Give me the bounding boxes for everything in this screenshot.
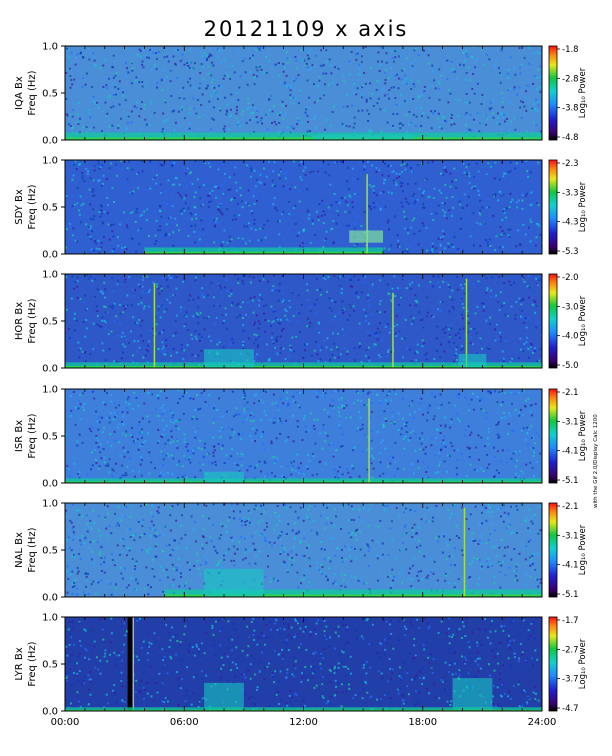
colorbar — [548, 616, 558, 712]
colorbar — [548, 502, 558, 598]
colorbar-tick-label: -2.0 — [562, 273, 579, 283]
spectrogram-background — [65, 46, 542, 140]
colorbar-tick-label: -4.1 — [562, 561, 579, 571]
colorbar — [548, 45, 558, 141]
y-tick-label: 0.0 — [42, 364, 58, 375]
colorbar-tick-label: -4.0 — [562, 332, 579, 342]
colorbar-tick-label: -4.1 — [562, 447, 579, 457]
colorbar-tick-label: -3.3 — [562, 188, 579, 198]
colorbar-tick-label: -2.1 — [562, 502, 579, 512]
data-gap-edge — [132, 617, 134, 711]
x-tick-label: 12:00 — [289, 717, 318, 728]
y-tick-label: 0.5 — [42, 89, 58, 100]
y-tick-label: 1.0 — [42, 270, 58, 281]
spectrogram-noise — [65, 617, 542, 711]
colorbar-tick-label: -3.0 — [562, 302, 579, 312]
y-tick-label: 0.0 — [42, 479, 58, 490]
panel-hor: 1.0 0.5 0.0 HOR Bx Freq (Hz) -2.0 -3.0 -4.0 -5.0… — [14, 270, 588, 375]
y-axis-label: Freq (Hz) — [27, 184, 38, 229]
y-axis-label: Freq (Hz) — [27, 298, 38, 343]
x-tick-label: 18:00 — [408, 717, 437, 728]
y-tick-label: 0.0 — [42, 593, 58, 604]
y-axis-station-label: NAL Bx — [14, 532, 25, 568]
y-tick-label: 0.0 — [42, 250, 58, 261]
low-frequency-band — [144, 247, 383, 254]
spectrogram-background — [65, 274, 542, 368]
colorbar-tick-label: -2.3 — [562, 159, 579, 169]
colorbar-tick-label: -4.7 — [562, 704, 579, 714]
colorbar-tick-label: -5.1 — [562, 590, 579, 600]
y-tick-label: 0.5 — [42, 432, 58, 443]
side-note: with the Gif 2.0/Display Calc 1200 — [593, 414, 599, 508]
x-tick-label: 24:00 — [528, 717, 557, 728]
y-tick-label: 1.0 — [42, 385, 58, 396]
colorbar-tick-label: -1.8 — [562, 45, 579, 55]
colorbar-label: Log₁₀ Power — [578, 410, 588, 461]
colorbar-tick-label: -1.7 — [562, 616, 579, 626]
panel-iqa: 1.0 0.5 0.0 IQA Bx Freq (Hz) -1.8 -2.8 -3.8 -4.8… — [14, 42, 588, 147]
panel-nal: 1.0 0.5 0.0 NAL Bx Freq (Hz) -2.1 -3.1 -4.1 -5.1… — [14, 499, 588, 604]
colorbar-label: Log₁₀ Power — [578, 67, 588, 118]
y-axis-station-label: IQA Bx — [14, 76, 25, 110]
enhancement-region — [204, 682, 244, 711]
y-axis-label: Freq (Hz) — [27, 641, 38, 686]
colorbar-tick-label: -5.0 — [562, 361, 579, 371]
panel-lyr: 1.0 0.5 0.0 LYR Bx Freq (Hz) -1.7 -2.7 -3.7 -4.7… — [14, 613, 588, 718]
colorbar-tick-label: -2.7 — [562, 645, 579, 655]
spectrogram-background — [65, 503, 542, 597]
enhancement-region — [204, 471, 244, 483]
colorbar-tick-label: -3.7 — [562, 675, 579, 685]
y-tick-label: 0.0 — [42, 136, 58, 147]
low-frequency-band — [164, 589, 542, 597]
colorbar-tick-label: -2.1 — [562, 388, 579, 398]
y-tick-label: 1.0 — [42, 613, 58, 624]
y-axis-label: Freq (Hz) — [27, 413, 38, 458]
spectrogram-background — [65, 389, 542, 483]
y-tick-label: 0.5 — [42, 203, 58, 214]
panel-isr: 1.0 0.5 0.0 ISR Bx Freq (Hz) -2.1 -3.1 -4.1 -5.1… — [14, 385, 588, 490]
colorbar — [548, 388, 558, 484]
y-tick-label: 0.5 — [42, 546, 58, 557]
enhancement-region — [204, 568, 264, 597]
data-gap — [127, 617, 134, 711]
enhancement-region — [204, 349, 254, 368]
colorbar-tick-label: -5.1 — [562, 476, 579, 486]
colorbar-tick-label: -3.1 — [562, 417, 579, 427]
enhancement-region — [452, 678, 493, 711]
spectrogram-noise — [65, 274, 542, 368]
colorbar-tick-label: -2.8 — [562, 74, 579, 84]
colorbar-label: Log₁₀ Power — [578, 638, 588, 689]
colorbar-tick-label: -5.3 — [562, 247, 579, 257]
y-tick-label: 0.5 — [42, 660, 58, 671]
colorbar — [548, 273, 558, 369]
colorbar-tick-label: -3.1 — [562, 531, 579, 541]
y-tick-label: 0.0 — [42, 707, 58, 718]
y-tick-label: 1.0 — [42, 42, 58, 53]
y-axis-station-label: LYR Bx — [14, 647, 25, 680]
colorbar-label: Log₁₀ Power — [578, 524, 588, 575]
y-axis-label: Freq (Hz) — [27, 527, 38, 572]
spectrogram-noise — [65, 389, 542, 483]
y-tick-label: 1.0 — [42, 156, 58, 167]
x-tick-label: 06:00 — [170, 717, 199, 728]
colorbar-tick-label: -4.3 — [562, 218, 579, 228]
colorbar-label: Log₁₀ Power — [578, 295, 588, 346]
y-tick-label: 1.0 — [42, 499, 58, 510]
y-tick-label: 0.5 — [42, 317, 58, 328]
panel-sdy: 1.0 0.5 0.0 SDY Bx Freq (Hz) -2.3 -3.3 -4.3 -5.3… — [14, 156, 588, 261]
low-frequency-core — [164, 594, 542, 597]
x-tick-label: 00:00 — [51, 717, 80, 728]
colorbar-tick-label: -3.8 — [562, 104, 579, 114]
chart-title: 20121109 x axis — [203, 17, 409, 41]
y-axis-station-label: HOR Bx — [14, 302, 25, 340]
colorbar-tick-label: -4.8 — [562, 133, 579, 143]
y-axis-station-label: SDY Bx — [14, 189, 25, 225]
y-axis-station-label: ISR Bx — [14, 420, 25, 452]
y-axis-label: Freq (Hz) — [27, 70, 38, 115]
colorbar-label: Log₁₀ Power — [578, 181, 588, 232]
signal-patch — [349, 230, 383, 243]
enhancement-region — [458, 353, 487, 368]
colorbar — [548, 159, 558, 255]
